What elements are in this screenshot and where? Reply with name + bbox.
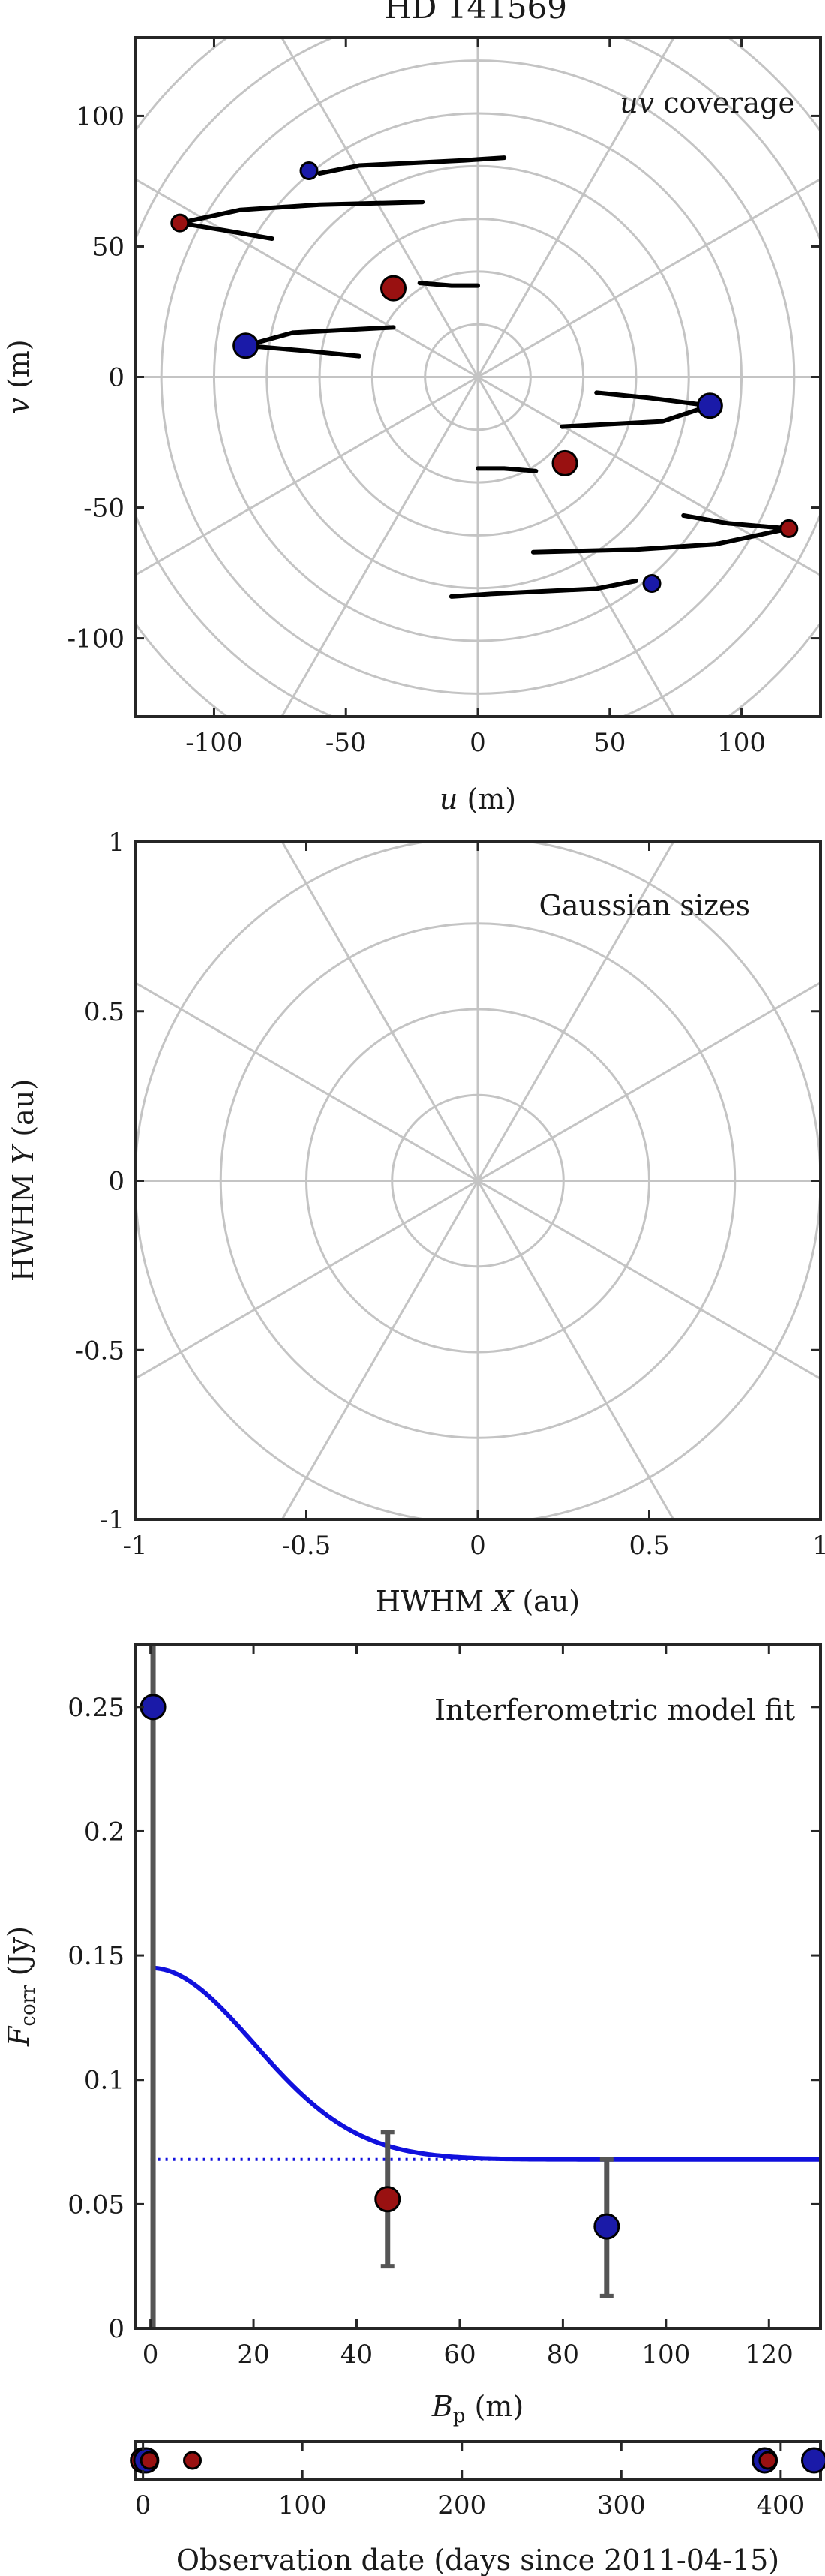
gaussian-ytick-label: -1 — [100, 1505, 124, 1535]
model-ytick-label: 0.1 — [84, 2066, 124, 2096]
gaussian-ytick-label: -0.5 — [75, 1336, 124, 1366]
timeline-point — [758, 2451, 778, 2470]
gaussian-xtick-label: 0 — [470, 1531, 486, 1561]
uv-point — [170, 213, 190, 233]
uv-coverage-panel: -100 -50 0 50 100 -100 -50 0 50 100 uv coverage u… — [2, 36, 822, 816]
gaussian-xtick-label: 0.5 — [628, 1531, 669, 1561]
model-ylabel: Fcorr (Jy) — [2, 1926, 40, 2047]
uv-point — [299, 161, 319, 181]
uv-xlabel: u (m) — [440, 783, 516, 816]
timeline-ticks: 0 100 200 300 400 — [135, 2442, 805, 2520]
model-ytick-label: 0.25 — [68, 1693, 124, 1723]
gaussian-ylabel: HWHM Y (au) — [7, 1079, 40, 1282]
timeline-axes-frame — [134, 2440, 822, 2481]
gaussian-ytick-label: 1 — [108, 828, 124, 858]
model-ytick-label: 0 — [108, 2314, 124, 2344]
gaussian-grid-spoke — [135, 981, 820, 1381]
model-ytick-label: 0.05 — [68, 2190, 124, 2220]
uv-point — [642, 573, 662, 593]
uv-xtick-label: 100 — [717, 728, 766, 758]
uv-point — [232, 332, 260, 359]
figure-title: HD 141569 — [384, 0, 567, 26]
uv-xtick-label: 0 — [470, 728, 486, 758]
uv-point — [696, 392, 723, 419]
timeline-xtick-label: 200 — [437, 2490, 486, 2520]
model-xtick-label: 20 — [237, 2340, 269, 2370]
uv-ylabel: v (m) — [2, 339, 35, 413]
timeline-xtick-label: 300 — [597, 2490, 646, 2520]
uv-point — [380, 275, 407, 302]
uv-point — [551, 449, 578, 476]
gaussian-title: Gaussian sizes — [538, 889, 750, 922]
timeline-xtick-label: 100 — [278, 2490, 327, 2520]
gaussian-polar-grid — [135, 842, 820, 1519]
model-point — [593, 2213, 620, 2240]
uv-track — [530, 512, 791, 555]
model-ticks: 0 20 40 60 80 100 120 0 0.05 0.1 0.15 0.2 0.25 — [68, 1645, 820, 2370]
model-xtick-label: 0 — [142, 2340, 159, 2370]
uv-track — [476, 466, 538, 473]
uv-grid-spoke — [135, 177, 820, 577]
uv-track — [177, 200, 425, 242]
gaussian-xtick-label: -1 — [122, 1531, 147, 1561]
uv-points — [170, 161, 799, 593]
uv-point — [779, 519, 799, 538]
uv-xtick-label: -50 — [326, 728, 367, 758]
uv-ytick-label: 0 — [108, 363, 124, 393]
model-axes-frame — [134, 1643, 822, 2330]
uv-track — [317, 155, 507, 176]
gaussian-xtick-label: 1 — [812, 1531, 825, 1561]
gaussian-ticks: -1 -0.5 0 0.5 1 -1 -0.5 0 0.5 1 — [75, 828, 825, 1561]
timeline-panel: 0 100 200 300 400 Observation date (days sin… — [130, 2440, 825, 2576]
timeline-point — [140, 2451, 159, 2470]
timeline-point — [801, 2447, 825, 2474]
uv-ytick-label: -100 — [68, 624, 124, 654]
uv-ytick-label: 100 — [76, 101, 124, 131]
model-title: Interferometric model fit — [434, 1694, 795, 1727]
model-xtick-label: 120 — [745, 2340, 794, 2370]
model-xtick-label: 40 — [340, 2340, 373, 2370]
gaussian-xtick-label: -0.5 — [282, 1531, 332, 1561]
gaussian-sizes-panel: -1 -0.5 0 0.5 1 -1 -0.5 0 0.5 1 Gaussian sizes HW… — [7, 828, 825, 1618]
timeline-xtick-label: 400 — [756, 2490, 805, 2520]
model-point — [140, 1694, 166, 1721]
uv-xtick-label: -100 — [185, 728, 242, 758]
gaussian-xlabel: HWHM X (au) — [376, 1585, 580, 1618]
model-point — [374, 2186, 401, 2213]
uv-track — [417, 281, 480, 288]
timeline-xlabel: Observation date (days since 2011-04-15) — [176, 2544, 779, 2576]
gaussian-ytick-label: 0.5 — [84, 997, 124, 1027]
timeline-xtick-label: 0 — [135, 2490, 152, 2520]
uv-ytick-label: -50 — [83, 494, 124, 524]
model-xtick-label: 60 — [443, 2340, 476, 2370]
model-xtick-label: 80 — [547, 2340, 579, 2370]
uv-ytick-label: 50 — [92, 232, 124, 262]
model-points — [140, 1645, 620, 2328]
uv-ticks: -100 -50 0 50 100 -100 -50 0 50 100 — [68, 38, 820, 758]
timeline-points — [130, 2447, 825, 2474]
model-fit-panel: 0 20 40 60 80 100 120 0 0.05 0.1 0.15 0.2 0.25 Inter… — [2, 1643, 822, 2427]
model-lines — [150, 1965, 820, 2162]
uv-polar-grid — [135, 38, 820, 717]
timeline-point — [183, 2451, 202, 2470]
gaussian-ytick-label: 0 — [108, 1167, 124, 1197]
uv-track — [448, 579, 638, 599]
uv-title: uv coverage — [620, 86, 795, 119]
model-xtick-label: 100 — [641, 2340, 690, 2370]
model-xlabel: Bp (m) — [431, 2390, 524, 2427]
uv-xtick-label: 50 — [593, 728, 626, 758]
model-total-line — [150, 1965, 820, 2162]
model-ytick-label: 0.2 — [84, 1817, 124, 1847]
model-ytick-label: 0.15 — [68, 1941, 124, 1971]
